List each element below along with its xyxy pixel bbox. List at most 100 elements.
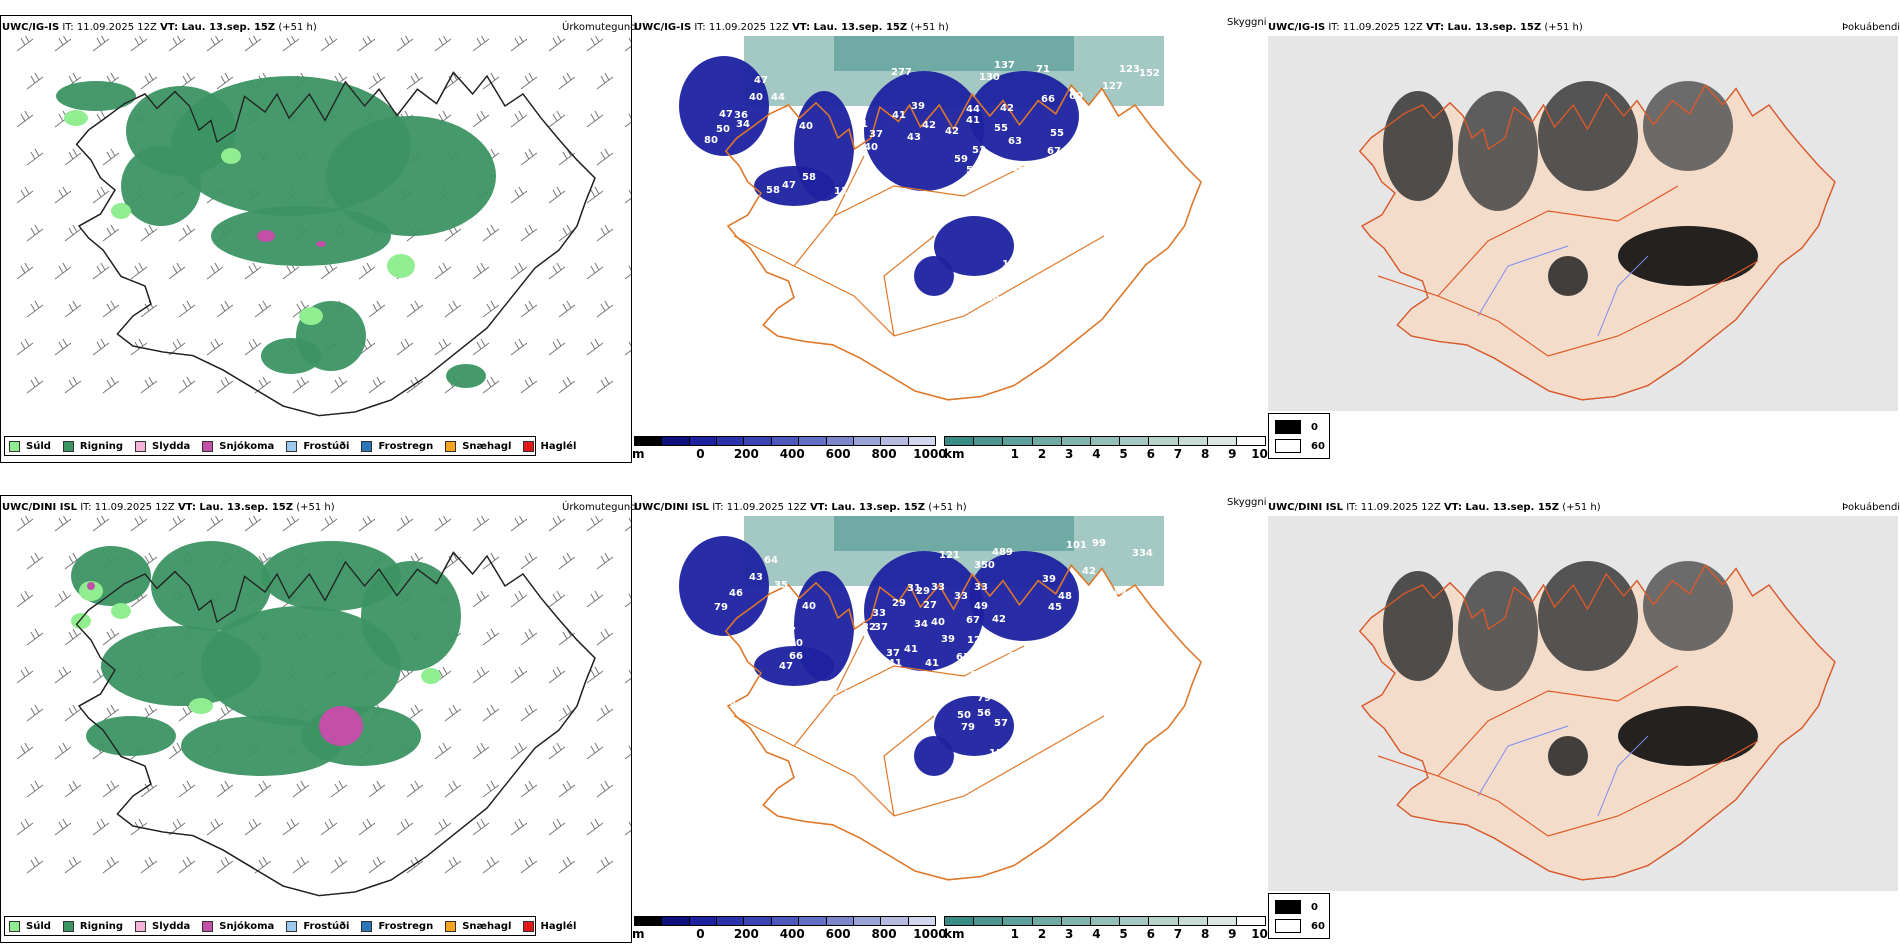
wind-barb <box>292 300 310 318</box>
wind-barb <box>472 818 490 836</box>
wind-barb <box>396 818 414 836</box>
wind-barb <box>26 224 44 242</box>
rain-area <box>86 716 176 756</box>
cloud-base-label: 67 <box>1047 146 1061 157</box>
wind-barb <box>434 262 452 280</box>
colorbar-tick-label: 6 <box>1146 927 1155 941</box>
precip-legend-item: Snjókoma <box>202 440 274 452</box>
cloud-base-label: 80 <box>1052 698 1066 709</box>
sun-legend-2: 0 60 <box>1268 893 1330 939</box>
sun-panel-name-1: Þokuábendi <box>1842 22 1900 33</box>
cloud-base-label: 29 <box>846 720 860 731</box>
cloud-base-label: 121 <box>939 550 960 561</box>
wind-barb <box>586 516 604 532</box>
wind-barb <box>396 516 414 532</box>
colorbar-tick-label: 1 <box>1010 447 1020 461</box>
cloud-base-label: 137 <box>1049 685 1070 696</box>
wind-barb <box>320 36 338 52</box>
wind-barb <box>444 72 462 90</box>
cloud-base-label: 45 <box>1007 651 1021 662</box>
colorbar-cell <box>1032 437 1062 445</box>
cloud-base-area <box>754 646 834 686</box>
wind-barb <box>444 704 462 722</box>
colorbar-cell <box>908 917 935 925</box>
cloud-base-label: 41 <box>888 658 902 669</box>
cloud-base-label: 18 <box>1017 248 1031 259</box>
cloud-base-label: 127 <box>1102 81 1123 92</box>
legend-label: Rigning <box>79 920 124 932</box>
colorbar-cell <box>1207 917 1237 925</box>
colorbar-cell <box>771 917 800 925</box>
colorbar-cell <box>1178 437 1208 445</box>
cloud-base-label: 39 <box>822 726 836 737</box>
sun-legend-item-60: 60 <box>1275 439 1325 453</box>
low-sunshine-area <box>1643 81 1733 171</box>
cloud-base-label: 350 <box>974 560 995 571</box>
wind-barb <box>596 856 614 874</box>
wind-barb <box>102 300 120 318</box>
wind-barb <box>206 262 224 280</box>
colorbar-cell <box>1120 917 1150 925</box>
legend-label: Frostúði <box>303 920 350 932</box>
height-colorbar-labels: m 0 200 400 600 800 1000 <box>632 926 947 941</box>
drizzle-area <box>64 110 88 126</box>
colorbar-tick-label: 2 <box>1037 927 1047 941</box>
wind-barb <box>64 704 82 722</box>
legend-swatch <box>286 440 298 452</box>
wind-barb <box>444 780 462 798</box>
colorbar-cell <box>744 437 772 445</box>
colorbar-cell <box>662 437 690 445</box>
wind-barb <box>520 376 538 394</box>
wind-barb <box>178 780 196 798</box>
cloud-base-label: 65 <box>1086 603 1100 614</box>
cloud-base-label: 40 <box>706 223 720 234</box>
cloud-base-label: 56 <box>989 276 1003 287</box>
cloud-base-label: 66 <box>789 651 803 662</box>
wind-barb <box>472 742 490 760</box>
wind-barb <box>92 338 110 356</box>
cloud-base-area <box>934 696 1014 756</box>
low-sunshine-area <box>1383 91 1453 201</box>
cloud-base-label: 88 <box>1099 642 1113 653</box>
wind-barb <box>216 856 234 874</box>
river-network <box>1477 725 1649 817</box>
cloud-base-label: 99 <box>1092 538 1106 549</box>
wind-barb <box>92 818 110 836</box>
wind-barb <box>596 72 614 90</box>
height-colorbar-cells <box>634 916 936 926</box>
wind-barb <box>482 856 500 874</box>
legend-swatch <box>62 920 74 932</box>
wind-barb <box>558 376 576 394</box>
wind-barb <box>510 110 528 128</box>
cloud-base-label: 29 <box>916 586 930 597</box>
colorbar-cell <box>945 917 975 925</box>
sun-legend-item-0: 0 <box>1275 900 1318 914</box>
road-network <box>1377 185 1759 357</box>
cloud-base-label: 67 <box>966 615 980 626</box>
colorbar-cell <box>826 917 854 925</box>
cloud-base-label: 37 <box>886 648 900 659</box>
wind-barb <box>596 300 614 318</box>
wind-barb <box>548 110 566 128</box>
height-colorbar-1: m 0 200 400 600 800 1000 <box>632 436 947 461</box>
legend-swatch <box>523 440 535 452</box>
colorbar-tick-label: 3 <box>1065 447 1074 461</box>
cloud-base-label: 41 <box>925 658 939 669</box>
wind-barb <box>16 666 34 684</box>
cloud-panel-name-2: Skyggni <box>1227 497 1267 508</box>
rain-area <box>301 706 421 766</box>
wind-barb <box>596 628 614 646</box>
colorbar-tick-label: 400 <box>779 447 805 461</box>
cloud-base-label: 41 <box>904 644 918 655</box>
wind-barb <box>520 300 538 318</box>
colorbar-tick-label: 4 <box>1092 927 1101 941</box>
cloud-base-label: 79 <box>1038 658 1052 669</box>
precip-panel-name-1: Úrkomutegund <box>562 22 637 33</box>
precip-legend-items: Súld Rigning Slydda Snjókoma Frostúði Frostre… <box>9 920 588 932</box>
wind-barb <box>520 148 538 166</box>
cloud-base-label: 41 <box>704 702 718 713</box>
wind-barb <box>624 265 631 280</box>
wind-barb <box>26 628 44 646</box>
legend-label: Haglél <box>540 920 577 932</box>
wind-barb <box>244 262 262 280</box>
